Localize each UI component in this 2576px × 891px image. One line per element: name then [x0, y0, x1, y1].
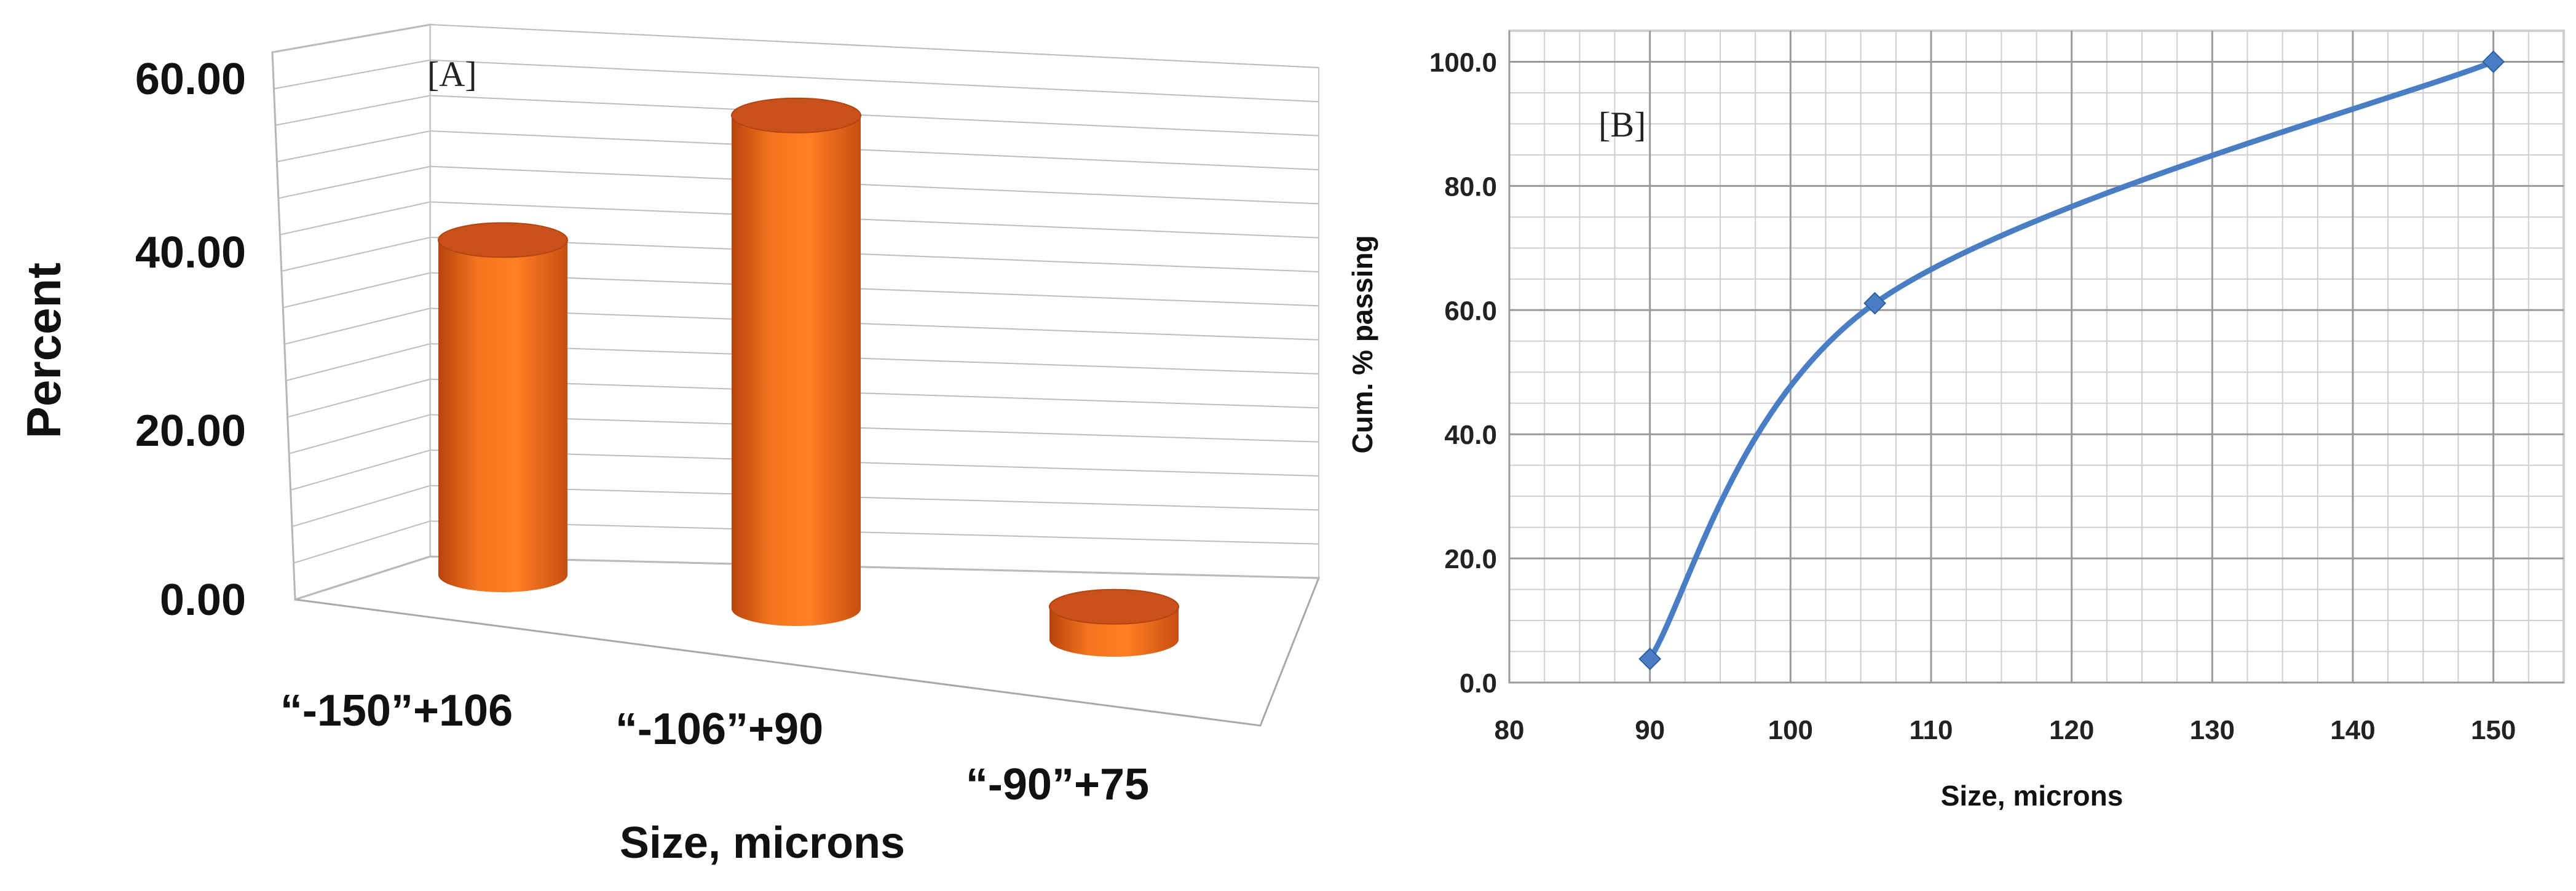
- chart-a-panel-label: [A]: [427, 54, 477, 94]
- chart-a-x-tick-label: “-106”+90: [615, 705, 823, 754]
- chart-a-bar: [438, 222, 568, 592]
- chart-a-gridline: [293, 520, 1319, 564]
- chart-a-gridline: [285, 343, 1319, 381]
- chart-a-bar-body: [438, 240, 567, 592]
- chart-a-gridline: [281, 236, 1319, 272]
- chart-a-x-tick-labels: “-150”+106 “-106”+90 “-90”+75: [280, 686, 1149, 809]
- chart-a-y-tick-label: 40.00: [135, 228, 246, 277]
- chart-a-bar-top: [438, 222, 568, 258]
- chart-b-y-tick-label: 80.0: [1444, 172, 1497, 202]
- chart-a-y-tick-label: 0.00: [160, 576, 246, 625]
- chart-a-gridline: [280, 201, 1319, 239]
- chart-b-x-tick-label: 90: [1635, 715, 1665, 745]
- chart-b-x-tick-label: 130: [2190, 715, 2235, 745]
- chart-b-y-tick-label: 60.0: [1444, 296, 1497, 326]
- chart-b-x-tick-label: 120: [2049, 715, 2094, 745]
- chart-a-bar-body: [732, 115, 861, 627]
- chart-a-x-tick-label: “-90”+75: [966, 760, 1149, 809]
- chart-b-y-tick-label: 100.0: [1429, 47, 1497, 77]
- chart-b-x-tick-label: 80: [1495, 715, 1525, 745]
- chart-b-panel-label: [B]: [1598, 105, 1646, 145]
- chart-b-x-tick-label: 110: [1910, 715, 1953, 745]
- chart-a-gridline: [290, 449, 1319, 491]
- chart-a-gridline: [291, 485, 1319, 528]
- chart-b-x-tick-label: 100: [1768, 715, 1813, 745]
- chart-a-x-axis-label: Size, microns: [620, 818, 905, 868]
- chart-b-gridlines: [1508, 30, 2564, 684]
- chart-a-gridline: [283, 272, 1319, 309]
- chart-b-x-tick-labels: 80 90 100 110 120 130 140 150: [1495, 715, 2516, 745]
- chart-b-y-tick-label: 40.0: [1444, 420, 1497, 450]
- chart-a-bar-top: [731, 97, 861, 133]
- chart-b-x-tick-label: 150: [2471, 715, 2516, 745]
- chart-a-y-tick-labels: 0.00 20.00 40.00 60.00: [135, 55, 246, 625]
- chart-a-bar: [1049, 588, 1179, 657]
- chart-b-x-axis-label: Size, microns: [1941, 780, 2124, 812]
- chart-b-data-point: [2482, 50, 2505, 73]
- chart-b-data-point: [1638, 647, 1662, 671]
- chart-a-gridline: [274, 59, 1319, 103]
- chart-b-y-tick-labels: 0.0 20.0 40.0 60.0 80.0 100.0: [1429, 47, 1497, 699]
- chart-a-bars: [438, 97, 1179, 657]
- chart-a-gridline: [275, 95, 1319, 137]
- chart-a-gridline: [278, 165, 1319, 205]
- chart-b-x-tick-label: 140: [2330, 715, 2375, 745]
- chart-b-series-line: [1647, 58, 2497, 662]
- chart-a-gridline: [288, 414, 1319, 454]
- chart-a-gridline: [272, 23, 1319, 68]
- chart-a-gridline: [277, 130, 1319, 170]
- chart-a-gridline: [287, 378, 1319, 418]
- chart-a-x-tick-label: “-150”+106: [280, 686, 513, 735]
- chart-a-gridlines: [272, 23, 1319, 600]
- chart-b-y-tick-label: 0.0: [1460, 668, 1497, 699]
- chart-a-bar: [731, 97, 861, 627]
- chart-b-data-point: [1863, 291, 1886, 315]
- chart-b: 0.0 20.0 40.0 60.0 80.0 100.0 80 90 100 110 120 13…: [1346, 30, 2565, 812]
- chart-a-gridline: [284, 307, 1319, 345]
- chart-a-y-tick-label: 20.00: [135, 406, 246, 456]
- chart-a-y-axis-label: Percent: [17, 263, 71, 438]
- chart-b-series: [1638, 50, 2505, 671]
- chart-b-y-tick-label: 20.0: [1444, 544, 1497, 574]
- chart-a-gridline: [294, 555, 1319, 600]
- chart-a-y-tick-label: 60.00: [135, 55, 246, 104]
- chart-b-y-axis-label: Cum. % passing: [1346, 235, 1378, 453]
- chart-a-bar-top: [1049, 588, 1179, 625]
